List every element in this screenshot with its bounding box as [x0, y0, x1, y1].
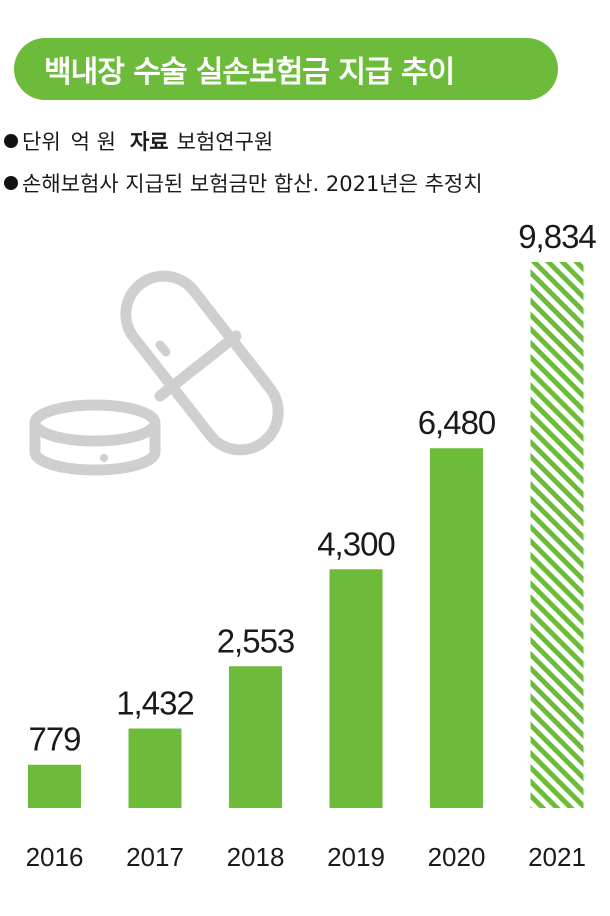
x-tick-2020: 2020	[428, 842, 486, 872]
value-label-2018: 2,553	[217, 622, 295, 659]
unit-source-note: 단위 억 원 자료 보험연구원	[4, 126, 273, 156]
bar-2016	[28, 764, 81, 808]
x-tick-2018: 2018	[227, 842, 285, 872]
unit-value: 억 원	[70, 130, 116, 154]
footnote-text: 손해보험사 지급된 보험금만 합산. 2021년은 추정치	[22, 172, 483, 196]
bullet-icon	[4, 134, 18, 148]
x-tick-2016: 2016	[26, 842, 84, 872]
bar-2018	[229, 666, 282, 808]
x-tick-2021: 2021	[528, 842, 586, 872]
bar-2020	[430, 448, 483, 808]
tablet-icon	[29, 399, 161, 476]
value-label-2019: 4,300	[317, 525, 395, 562]
value-label-2017: 1,432	[116, 684, 194, 721]
value-labels-group: 779 1,432 2,553 4,300 6,480 9,834	[28, 218, 597, 758]
x-tick-2019: 2019	[327, 842, 385, 872]
bar-2017	[128, 728, 182, 808]
capsule-icon	[120, 270, 284, 456]
source-label: 자료	[129, 130, 169, 154]
value-label-2016: 779	[28, 721, 80, 758]
bullet-icon	[4, 176, 18, 190]
chart-title: 백내장 수술 실손보험금 지급 추이	[44, 55, 455, 90]
value-label-2021: 9,834	[518, 218, 596, 255]
x-tick-2017: 2017	[126, 842, 184, 872]
value-label-2020: 6,480	[418, 404, 496, 441]
x-axis-ticks: 2016 2017 2018 2019 2020 2021	[26, 842, 586, 872]
title-banner: 백내장 수술 실손보험금 지급 추이	[14, 38, 558, 100]
bar-2021	[530, 262, 584, 808]
bar-2019	[329, 569, 383, 808]
bars-group	[28, 262, 584, 808]
source-value: 보험연구원	[176, 130, 274, 154]
unit-prefix: 단위	[22, 130, 61, 154]
footnote: 손해보험사 지급된 보험금만 합산. 2021년은 추정치	[4, 168, 483, 198]
